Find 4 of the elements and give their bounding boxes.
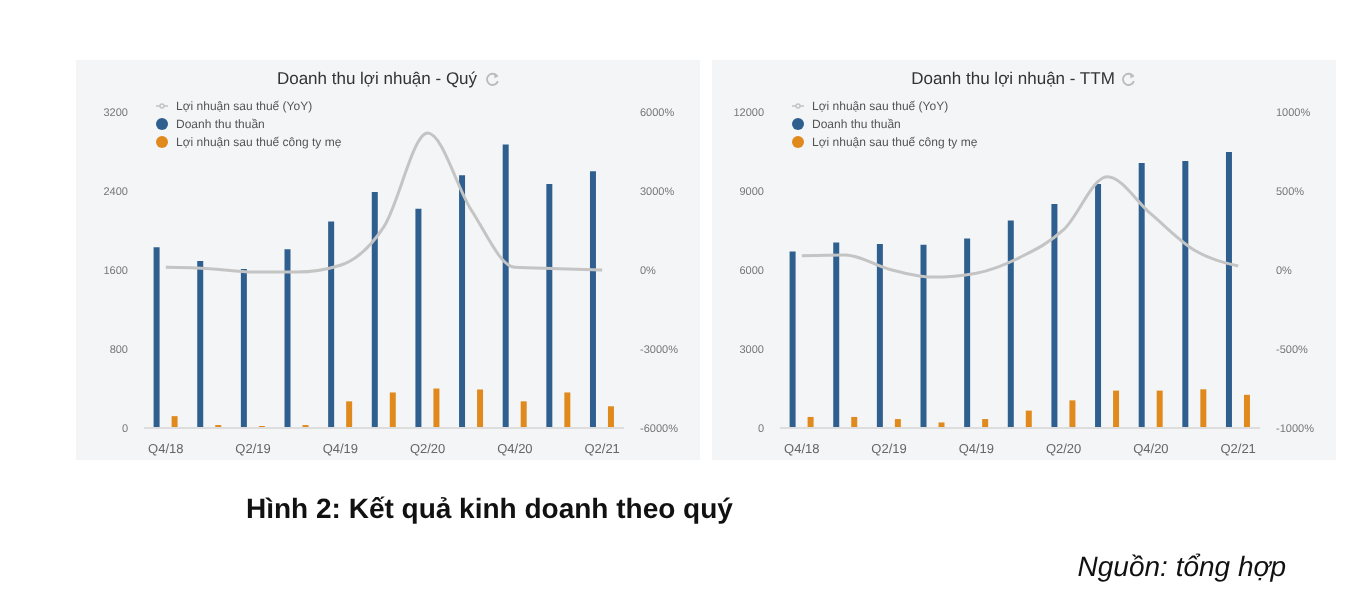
text: Nguồn: tổng hợp xyxy=(1077,550,1286,582)
chart-title: Doanh thu lợi nhuận - Quý xyxy=(276,68,478,88)
text: Hình 2: Kết quả kinh doanh theo quý xyxy=(246,492,733,524)
chart-title: Doanh thu lợi nhuận - TTM xyxy=(911,68,1115,88)
